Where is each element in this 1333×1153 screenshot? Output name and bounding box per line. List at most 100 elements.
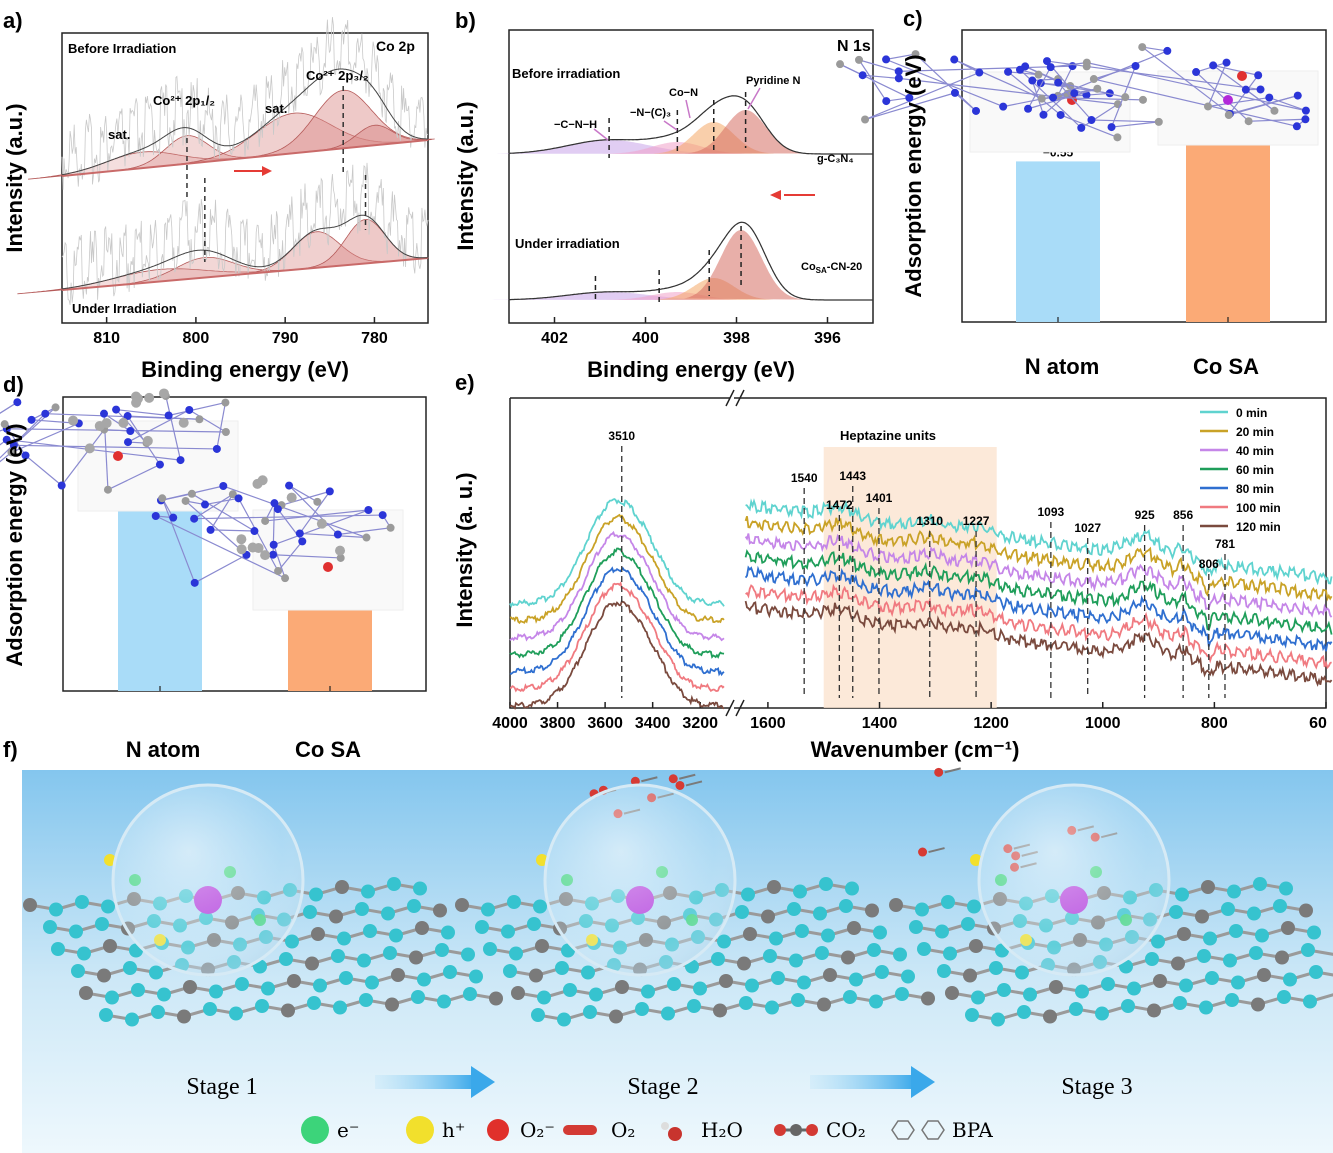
- panel-d-tag: d): [3, 372, 24, 397]
- scheme-sheet-atom: [1249, 946, 1263, 960]
- model-atom: [1054, 78, 1063, 87]
- scheme-oxygen-species: [630, 776, 640, 786]
- scheme-sheet-atom: [917, 942, 931, 956]
- model-atom: [1154, 117, 1163, 126]
- e-axis-break: [725, 699, 735, 717]
- e-peak-label: 1443: [839, 469, 866, 483]
- model-bond: [1027, 66, 1052, 110]
- model-bond: [1027, 88, 1098, 110]
- e-series-line-5: [509, 581, 725, 693]
- model-bpa-atom: [260, 550, 271, 561]
- model-atom: [999, 102, 1008, 111]
- scheme-sheet-atom: [921, 991, 935, 1006]
- model-atom: [228, 490, 237, 499]
- model-adsorbate-atom: [323, 562, 333, 572]
- stage-1-label: Stage 1: [186, 1074, 257, 1100]
- e-x-tick-label: 1200: [973, 715, 1009, 732]
- b-fit-component: [684, 230, 807, 300]
- e-series-line-0: [509, 498, 725, 609]
- legend-oxygen-icon: [563, 1125, 597, 1135]
- model-atom: [219, 482, 228, 491]
- panel-d-adsorption-bpa: d) −1.86−0.69 N atom Co SA Adsorption en…: [0, 372, 427, 762]
- scheme-sheet-atom: [455, 898, 469, 912]
- model-atom: [1301, 115, 1310, 124]
- scheme-bubble: [543, 783, 737, 977]
- model-atom: [336, 553, 345, 562]
- model-bond: [165, 395, 182, 461]
- scheme-sheet-atom: [1303, 994, 1317, 1009]
- e-peak-label: 1027: [1074, 521, 1101, 535]
- scheme-legend: e⁻ h⁺ O₂⁻ O₂ H₂O CO₂ BPA: [301, 1116, 993, 1144]
- scheme-sheet-atom: [131, 983, 145, 997]
- scheme-sheet-atom: [737, 956, 751, 971]
- model-atom: [1192, 68, 1201, 77]
- scheme-sheet-atom: [589, 987, 603, 1002]
- scheme-oxygen-species: [934, 767, 944, 777]
- model-atom: [273, 505, 282, 514]
- c-model1-backdrop: [969, 71, 1131, 153]
- legend-bpa-ring: [921, 1120, 945, 1140]
- scheme-sheet-atom: [411, 990, 425, 1004]
- e-peak-label: 806: [1199, 557, 1219, 571]
- model-bond: [1228, 95, 1298, 116]
- b-annotation-arrow: [663, 120, 678, 131]
- scheme-sheet-atom: [255, 999, 269, 1013]
- e-peak-label: 3510: [608, 429, 635, 443]
- legend-co2-icon: [790, 1124, 802, 1136]
- model-atom: [195, 415, 204, 424]
- model-atom: [1270, 106, 1279, 115]
- scheme-sheet-atom: [305, 956, 319, 971]
- model-bond: [204, 497, 239, 506]
- scheme-co2-bond: [641, 776, 658, 783]
- model-atom: [100, 409, 109, 418]
- scheme-sheet-atom: [789, 953, 803, 968]
- model-atom: [1301, 106, 1310, 115]
- legend-water-label: H₂O: [701, 1118, 743, 1142]
- model-bond: [1058, 82, 1126, 98]
- model-atom: [1004, 67, 1013, 76]
- model-bond: [1086, 65, 1261, 91]
- scheme-sheet-atom: [1075, 984, 1089, 999]
- scheme-sheet-atom: [509, 946, 523, 961]
- e-legend-label: 20 min: [1236, 425, 1274, 439]
- scheme-sheet-atom: [391, 968, 405, 982]
- scheme-sheet-atom: [1203, 931, 1217, 946]
- scheme-sheet-atom: [719, 974, 733, 988]
- model-atom: [176, 456, 185, 465]
- e-series-line-3: [509, 547, 725, 659]
- scheme-sheet-atom: [361, 884, 375, 899]
- scheme-sheet-atom: [815, 946, 829, 960]
- e-x-tick-label: 4000: [492, 715, 528, 732]
- scheme-sheet-atom: [615, 980, 629, 994]
- e-frame-left: [509, 398, 730, 709]
- model-atom: [123, 412, 132, 421]
- e-series-line-4: [744, 565, 1333, 652]
- model-atom: [187, 489, 196, 498]
- scheme-sheet-atom: [149, 965, 163, 980]
- scheme-sheet-atom: [1223, 953, 1237, 968]
- scheme-sheet-atom: [1179, 978, 1193, 993]
- model-adsorbate-atom: [1237, 71, 1247, 81]
- model-adsorbate-atom: [113, 451, 123, 461]
- scheme-sheet-atom: [307, 996, 321, 1010]
- model-bond: [277, 540, 303, 572]
- model-bond: [1050, 62, 1087, 68]
- d-category-co-sa: Co SA: [295, 737, 361, 762]
- model-bond: [898, 77, 1118, 105]
- scheme-sheet-atom: [287, 974, 301, 988]
- model-atom: [1087, 115, 1096, 124]
- scheme-sheet-atom: [1153, 974, 1167, 988]
- model-bond: [1046, 60, 1087, 68]
- scheme-sheet-atom: [1015, 965, 1029, 980]
- scheme-sheet-atom: [1255, 928, 1269, 943]
- model-cobalt-atom: [1223, 95, 1233, 105]
- model-bpa-atom: [158, 388, 169, 399]
- scheme-sheet-atom: [1227, 884, 1241, 899]
- model-atom: [103, 485, 112, 494]
- model-bond: [0, 451, 12, 463]
- scheme-sheet-atom: [841, 950, 855, 965]
- scheme-sheet-atom: [409, 950, 423, 965]
- model-bond: [953, 58, 1043, 100]
- scheme-sheet-atom: [1273, 899, 1287, 913]
- model-bond: [127, 409, 190, 443]
